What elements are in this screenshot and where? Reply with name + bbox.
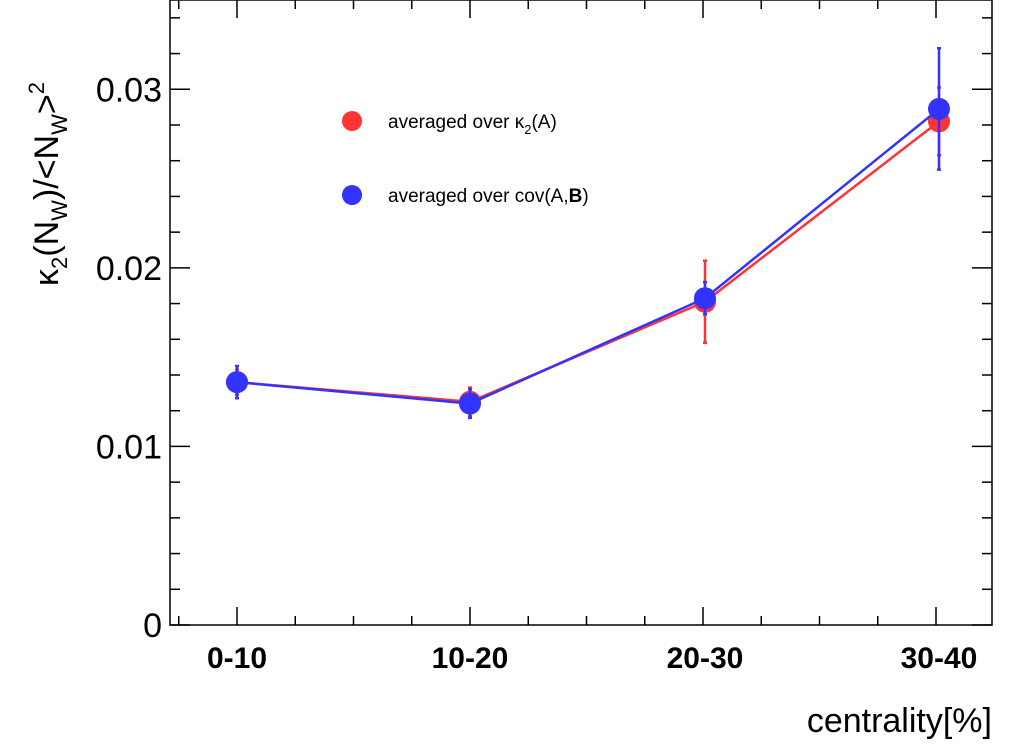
series-0 [226, 86, 950, 418]
legend-label-red: averaged over κ2(A) [388, 112, 557, 137]
data-point [928, 97, 950, 120]
x-tick-labels: 0-10 10-20 20-30 30-40 [207, 642, 977, 675]
series-1 [226, 46, 950, 420]
series-layer [226, 46, 950, 420]
legend-marker-blue [342, 185, 362, 205]
y-tick-label: 0.01 [96, 428, 162, 466]
x-category-label: 0-10 [207, 642, 267, 675]
y-axis-title: κ2(NW)/<NW>2 [24, 82, 72, 286]
series-line [236, 107, 940, 405]
data-point [694, 287, 716, 310]
y-tick-labels: 0 0.01 0.02 0.03 [96, 71, 162, 645]
x-category-label: 20-30 [667, 642, 744, 675]
legend-label-blue: averaged over cov(A,B) [388, 186, 589, 207]
y-tick-label: 0 [143, 607, 162, 645]
data-point [226, 371, 248, 394]
legend: averaged over κ2(A) averaged over cov(A,… [342, 111, 589, 207]
series-line [236, 120, 940, 404]
y-tick-label: 0.03 [96, 71, 162, 109]
plot-frame [169, 0, 993, 626]
axis-ticks [170, 0, 992, 626]
y-tick-label: 0.02 [96, 250, 162, 288]
data-point [459, 392, 481, 415]
x-category-label: 30-40 [901, 642, 978, 675]
x-category-label: 10-20 [432, 642, 509, 675]
x-axis-title: centrality[%] [807, 702, 992, 740]
legend-marker-red [342, 111, 362, 131]
